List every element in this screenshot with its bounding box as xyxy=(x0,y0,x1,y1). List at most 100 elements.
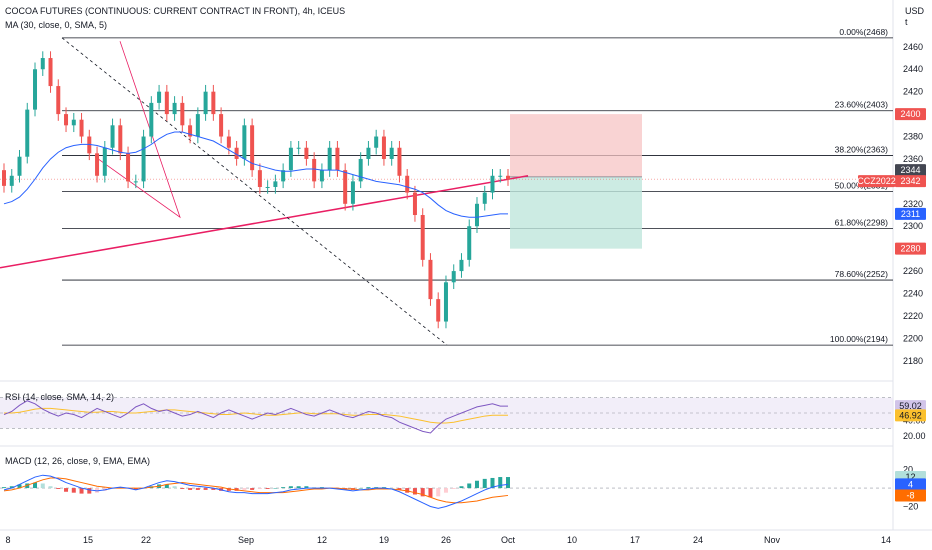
candle-body xyxy=(412,192,417,216)
macd-histogram-bar xyxy=(296,486,301,489)
candle-body xyxy=(319,170,324,182)
macd-histogram-bar xyxy=(195,488,200,490)
rsi-tick-label: 20.00 xyxy=(903,431,926,441)
candle-body xyxy=(195,114,200,137)
macd-histogram-bar xyxy=(71,488,76,493)
candle-body xyxy=(459,259,464,272)
rsi-ma-value-badge-bg xyxy=(895,409,926,422)
ma-legend[interactable]: MA (30, close, 0, SMA, 5) xyxy=(5,20,108,30)
candle-body xyxy=(490,175,495,193)
fib-level-label: 38.20%(2363) xyxy=(835,145,889,155)
candle-body xyxy=(25,109,30,157)
candle-body xyxy=(350,181,355,204)
time-tick-label: 22 xyxy=(141,535,151,545)
candle-body xyxy=(358,158,363,182)
macd-histogram-bar xyxy=(474,480,479,489)
time-tick-label: 12 xyxy=(317,535,327,545)
macd-histogram-bar xyxy=(467,483,472,489)
trendline-support xyxy=(0,175,529,269)
time-tick-label: Sep xyxy=(238,535,254,545)
macd-histogram-bar xyxy=(133,488,138,490)
macd-histogram-bar xyxy=(211,488,216,490)
candle-body xyxy=(188,125,193,137)
price-tick-label: 2380 xyxy=(903,132,923,142)
candle-body xyxy=(265,186,270,188)
macd-histogram-bar xyxy=(188,488,193,490)
macd-histogram-bar xyxy=(443,488,448,493)
time-tick-label: 17 xyxy=(630,535,640,545)
candle-body xyxy=(428,259,433,300)
candle-body xyxy=(180,102,185,126)
candle-body xyxy=(250,125,255,171)
macd-histogram-bar xyxy=(304,486,309,489)
rsi-line xyxy=(3,400,508,434)
target-price-badge: 2400 xyxy=(900,109,920,119)
candle-body xyxy=(87,136,92,154)
contract-price-badge: 2342 xyxy=(900,176,920,186)
candle-body xyxy=(273,181,278,187)
candle-body xyxy=(281,170,286,182)
candle-body xyxy=(40,58,45,70)
candle-body xyxy=(343,170,348,204)
ma-value-badge-bg xyxy=(895,207,926,220)
rsi-legend[interactable]: RSI (14, close, SMA, 14, 2) xyxy=(5,392,115,402)
candle-body xyxy=(374,136,379,148)
macd-histogram-bar xyxy=(33,482,38,489)
candle-body xyxy=(102,147,107,176)
candle-body xyxy=(288,147,293,171)
candle-body xyxy=(9,175,14,186)
time-tick-label: 19 xyxy=(379,535,389,545)
stop-price-badge-bg xyxy=(895,242,926,255)
candle-body xyxy=(157,91,162,103)
ma-value-badge: 2311 xyxy=(901,209,920,219)
candle-body xyxy=(110,125,115,148)
candle-body xyxy=(226,136,231,148)
candle-body xyxy=(381,136,386,159)
macd-value-badge: 4 xyxy=(908,479,913,489)
candle-body xyxy=(498,175,503,177)
macd-legend[interactable]: MACD (12, 26, close, 9, EMA, EMA) xyxy=(5,456,151,466)
macd-histogram-bar xyxy=(451,488,456,489)
macd-histogram-bar xyxy=(366,487,371,489)
macd-signal-line xyxy=(3,477,509,504)
moving-average-line xyxy=(3,131,508,218)
candle-body xyxy=(211,91,216,115)
price-tick-label: 2300 xyxy=(903,221,923,231)
time-tick-label: Nov xyxy=(764,535,781,545)
last-price-badge-bg xyxy=(895,164,926,177)
macd-panel: 20 −20 xyxy=(0,465,918,511)
candle-body xyxy=(71,119,76,126)
contract-price-badge-bg xyxy=(895,175,926,188)
price-tick-label: 2320 xyxy=(903,199,923,209)
macd-histogram-bar xyxy=(9,486,14,489)
rsi-value-badge: 59.02 xyxy=(899,401,922,411)
macd-histogram-bar xyxy=(420,488,425,497)
candle-body xyxy=(79,119,84,137)
macd-histogram-bar xyxy=(56,488,61,489)
macd-histogram-bar xyxy=(265,488,270,489)
macd-histogram-bar xyxy=(87,488,92,494)
macd-histogram-bar xyxy=(389,488,394,489)
macd-histogram-bar xyxy=(2,487,6,489)
price-tick-label: 2240 xyxy=(903,289,923,299)
candle-body xyxy=(172,102,177,115)
candle-body xyxy=(164,91,169,115)
macd-signal-badge: -8 xyxy=(906,490,914,500)
fib-level-label: 61.80%(2298) xyxy=(835,217,889,227)
price-tick-label: 2360 xyxy=(903,154,923,164)
macd-histogram-bar xyxy=(490,477,495,489)
candle-body xyxy=(242,125,247,159)
macd-histogram-bar xyxy=(358,488,363,489)
macd-histogram-bar xyxy=(172,486,177,489)
macd-value-badge-bg xyxy=(895,478,926,491)
candle-body xyxy=(56,86,61,115)
macd-histogram-bar xyxy=(482,478,487,489)
candle-body xyxy=(436,299,441,322)
macd-histogram-bar xyxy=(180,488,185,489)
fib-level-label: 23.60%(2403) xyxy=(835,100,889,110)
macd-histogram-bar xyxy=(203,488,208,490)
candle-body xyxy=(126,153,131,182)
macd-histogram-bar xyxy=(257,488,262,489)
